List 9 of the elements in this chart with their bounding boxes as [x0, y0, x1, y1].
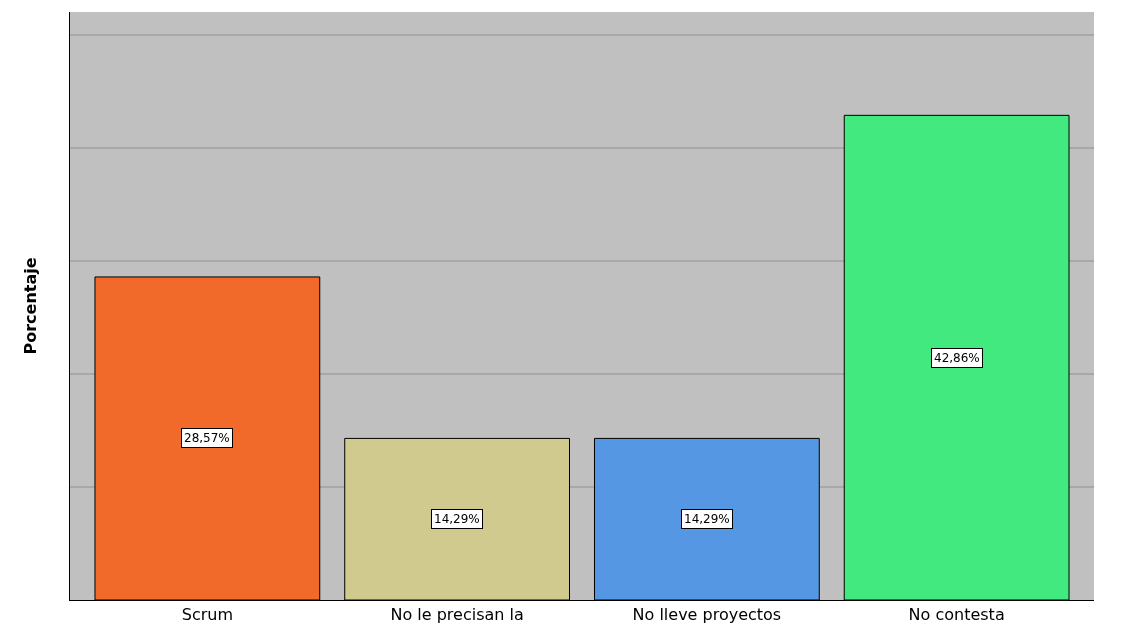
x-tick-label: No contesta [908, 605, 1005, 625]
x-tick-label: No le precisan la [390, 605, 524, 625]
x-tick-label: Scrum [181, 605, 233, 625]
data-label: 28,57% [184, 431, 230, 445]
data-label: 14,29% [684, 512, 730, 526]
x-tick-label: No lleve proyectos [632, 605, 782, 625]
data-label: 42,86% [934, 351, 980, 365]
y-axis-title: Porcentaje [21, 257, 40, 355]
data-label: 14,29% [434, 512, 480, 526]
